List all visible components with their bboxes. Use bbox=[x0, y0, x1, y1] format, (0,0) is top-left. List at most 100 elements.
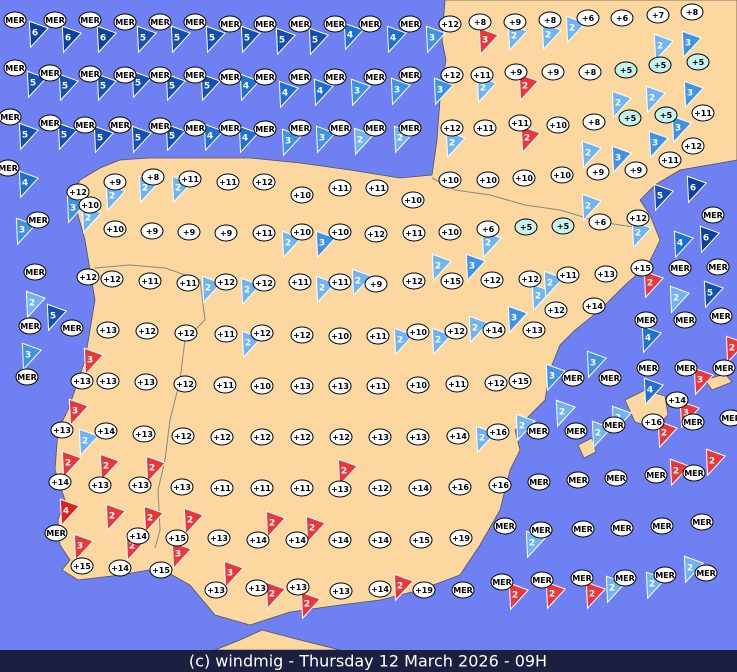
station-bubble bbox=[44, 524, 68, 542]
station: MER bbox=[564, 422, 588, 440]
station-label: +13 bbox=[332, 587, 350, 596]
station: +9 bbox=[504, 63, 528, 81]
station-label: +5 bbox=[624, 114, 637, 123]
station-bubble bbox=[328, 531, 352, 549]
wind-arrow: 3 bbox=[693, 367, 715, 396]
station: +11 bbox=[658, 151, 682, 169]
wind-triangle bbox=[78, 428, 100, 457]
station-label: MER bbox=[290, 73, 310, 82]
station-label: +15 bbox=[443, 277, 461, 286]
station: +15 bbox=[508, 372, 532, 390]
wind-arrow: 2 bbox=[183, 507, 205, 536]
station-bubble bbox=[177, 223, 201, 241]
station-label: MER bbox=[703, 211, 723, 220]
station-bubble bbox=[614, 61, 638, 79]
wind-arrow: 2 bbox=[643, 270, 665, 299]
wind-force: 3 bbox=[675, 124, 681, 134]
station-label: +13 bbox=[371, 433, 389, 442]
station-label: MER bbox=[566, 427, 586, 436]
wind-arrow: 3 bbox=[350, 78, 372, 107]
wind-force: 2 bbox=[729, 344, 735, 354]
wind-triangle bbox=[386, 25, 408, 54]
station: +14 bbox=[94, 422, 118, 440]
station-label: +13 bbox=[135, 430, 153, 439]
station-label: +5 bbox=[557, 222, 570, 231]
station-label: +9 bbox=[146, 227, 159, 236]
wind-triangle bbox=[278, 80, 300, 109]
wind-force: 2 bbox=[479, 434, 485, 444]
wind-arrow: 5 bbox=[131, 125, 153, 154]
station: MER bbox=[598, 369, 622, 387]
station-bubble bbox=[470, 66, 494, 84]
station: +16 bbox=[641, 413, 665, 431]
station-label: +11 bbox=[405, 229, 423, 238]
wind-force: 3 bbox=[697, 376, 703, 386]
station-bubble bbox=[719, 409, 737, 427]
station-bubble bbox=[108, 559, 132, 577]
station-label: +7 bbox=[652, 11, 664, 20]
station-bubble bbox=[210, 479, 234, 497]
wind-force: 3 bbox=[687, 89, 693, 99]
wind-triangle bbox=[350, 78, 372, 107]
station: +13 bbox=[368, 428, 392, 446]
wind-force: 2 bbox=[609, 584, 615, 594]
menorca bbox=[704, 373, 733, 391]
wind-triangle bbox=[681, 30, 703, 59]
station-label: MER bbox=[532, 576, 552, 585]
station-bubble bbox=[15, 368, 39, 386]
wind-triangle bbox=[183, 507, 205, 536]
station-bubble bbox=[0, 159, 20, 177]
wind-triangle bbox=[18, 170, 40, 199]
station: +13 bbox=[70, 372, 94, 390]
station: MER bbox=[148, 66, 172, 84]
station-label: MER bbox=[185, 71, 205, 80]
station-label: MER bbox=[150, 122, 170, 131]
station: MER bbox=[148, 13, 172, 31]
wind-arrow: 2 bbox=[545, 581, 567, 610]
station-bubble bbox=[398, 66, 422, 84]
station-bubble bbox=[594, 265, 618, 283]
station-bubble bbox=[3, 11, 27, 29]
station-label: MER bbox=[365, 124, 385, 133]
wind-force: 5 bbox=[174, 34, 180, 44]
station-bubble bbox=[551, 217, 575, 235]
wind-force: 2 bbox=[485, 239, 491, 249]
wind-arrow: 3 bbox=[683, 80, 705, 109]
wind-force: 2 bbox=[175, 184, 181, 194]
station-bubble bbox=[564, 422, 588, 440]
station: +10 bbox=[512, 169, 536, 187]
wind-force: 2 bbox=[585, 202, 591, 212]
station-bubble bbox=[135, 322, 159, 340]
station-bubble bbox=[438, 15, 462, 33]
station: +11 bbox=[556, 266, 580, 284]
station-label: +12 bbox=[405, 277, 423, 286]
station: +9 bbox=[624, 161, 648, 179]
wind-arrow: 3 bbox=[648, 130, 670, 159]
wind-triangle bbox=[653, 183, 675, 212]
station: +11 bbox=[178, 170, 202, 188]
station-label: MER bbox=[563, 374, 583, 383]
wind-force: 6 bbox=[32, 29, 38, 39]
station: MER bbox=[3, 11, 27, 29]
station-label: MER bbox=[670, 264, 690, 273]
station-label: +10 bbox=[479, 176, 497, 185]
station-bubble bbox=[252, 173, 276, 191]
wind-force: 5 bbox=[61, 131, 67, 141]
wind-force: 2 bbox=[549, 590, 555, 600]
station-label: +10 bbox=[81, 201, 99, 210]
station-bubble bbox=[38, 64, 62, 82]
wind-arrow: 3 bbox=[83, 347, 105, 376]
wind-arrow: 4 bbox=[59, 498, 81, 527]
station-bubble bbox=[646, 6, 670, 24]
station-label: +8 bbox=[588, 118, 601, 127]
station-label: +13 bbox=[173, 483, 191, 492]
station-bubble bbox=[288, 15, 312, 33]
station: +12 bbox=[444, 322, 468, 340]
station-bubble bbox=[408, 479, 432, 497]
station: +11 bbox=[473, 119, 497, 137]
wind-triangle bbox=[18, 122, 40, 151]
station-label: +16 bbox=[644, 418, 662, 427]
wind-triangle bbox=[683, 80, 705, 109]
station: +8 bbox=[468, 13, 492, 31]
wind-arrow: 3 bbox=[671, 115, 693, 144]
